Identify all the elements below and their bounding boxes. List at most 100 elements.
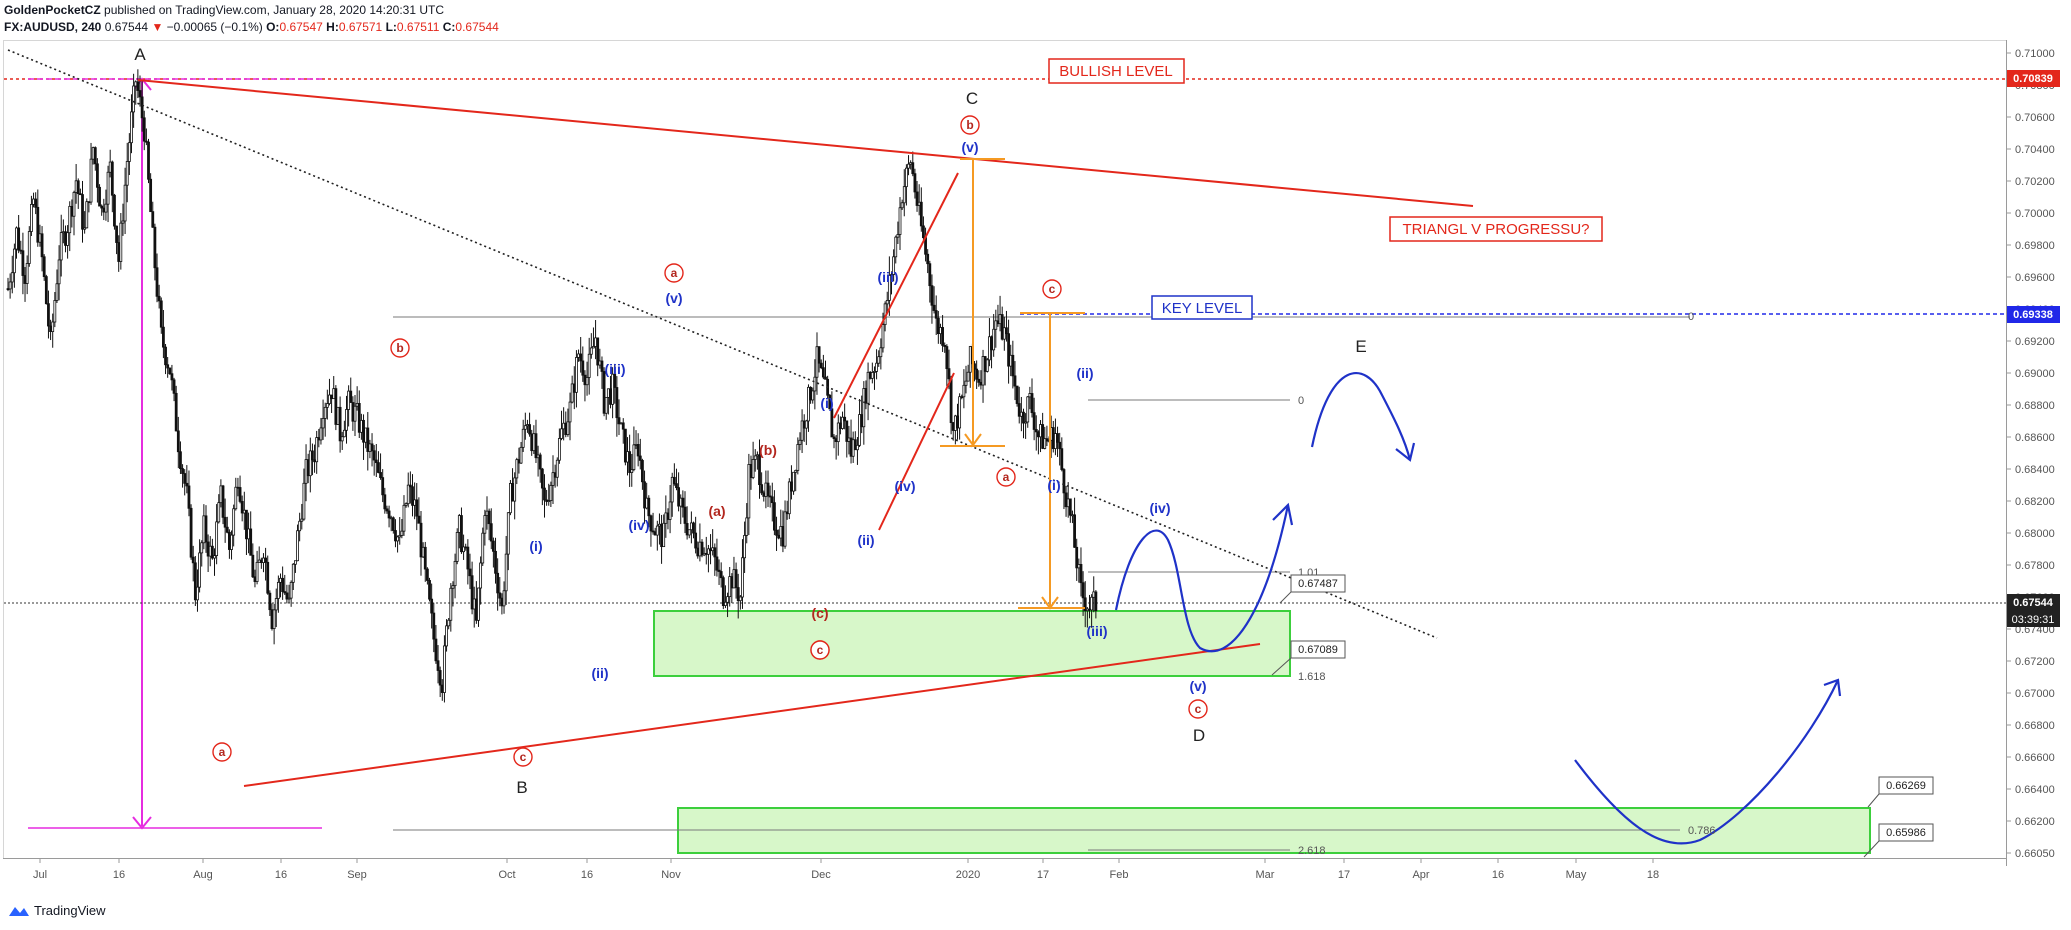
candle	[66, 225, 70, 259]
candle	[406, 472, 410, 508]
candle	[434, 624, 438, 664]
minor-wave-label: (ii)	[857, 532, 874, 548]
candle	[919, 187, 923, 232]
candle	[534, 419, 538, 463]
price-axis: 0.710000.708000.706000.704000.702000.700…	[2006, 48, 2055, 860]
projection-path-2[interactable]	[1310, 372, 1412, 461]
candle	[719, 562, 723, 588]
projection-path-3[interactable]	[1574, 679, 1839, 845]
tradingview-logo-icon	[9, 906, 29, 916]
fib-label: 2.618	[1298, 845, 1326, 857]
callout-066269[interactable]: 0.66269	[1867, 776, 1934, 808]
candle	[477, 587, 480, 627]
price-tick-label: 0.69800	[2015, 240, 2055, 252]
triangle-lower-line[interactable]	[243, 643, 1261, 787]
candle	[990, 335, 993, 369]
candle	[734, 562, 738, 599]
candle	[127, 133, 131, 176]
price-tick-label: 0.69600	[2015, 272, 2055, 284]
candle	[775, 516, 778, 551]
candle	[238, 475, 242, 504]
channel-line-upper[interactable]	[833, 172, 959, 419]
author-name[interactable]: GoldenPocketCZ	[4, 3, 101, 17]
candle	[1056, 426, 1059, 457]
candle	[447, 617, 451, 630]
candle	[460, 507, 463, 554]
footer-brand[interactable]: TradingView	[8, 903, 106, 918]
time-tick-label: 17	[1037, 869, 1049, 881]
candle	[466, 539, 470, 585]
candle	[694, 516, 698, 554]
bullish-level-text: BULLISH LEVEL	[1059, 63, 1172, 80]
callout-065986[interactable]: 0.65986	[1863, 823, 1934, 858]
fib-label: 0.786	[1688, 825, 1716, 837]
candle	[53, 292, 57, 328]
symbol-label[interactable]: FX:AUDUSD, 240	[4, 20, 102, 34]
time-tick-label: 2020	[956, 869, 980, 881]
time-tick-label: 16	[113, 869, 125, 881]
candle	[604, 396, 608, 420]
candle	[683, 491, 687, 534]
dotted-trendline[interactable]	[7, 49, 1438, 639]
price-tick-label: 0.66800	[2015, 720, 2055, 732]
time-axis: Jul 16 Aug 16 Sep Oct 16 Nov Dec 2020 17 Feb Mar 17 Ap…	[33, 858, 1659, 881]
candle	[19, 240, 23, 255]
projection-path-1[interactable]	[1114, 504, 1290, 653]
candle	[445, 619, 448, 652]
candle	[630, 453, 634, 487]
candle	[511, 468, 514, 502]
candle	[732, 556, 736, 589]
candle	[251, 543, 255, 579]
candle	[253, 569, 257, 588]
candle	[408, 471, 412, 504]
candle	[1026, 396, 1030, 428]
candle	[289, 580, 293, 607]
candle	[472, 586, 476, 628]
circled-label: a	[212, 742, 232, 762]
candle	[142, 110, 146, 151]
svg-text:b: b	[396, 341, 403, 355]
candle	[1017, 386, 1021, 424]
circled-label: c	[1042, 279, 1062, 299]
callout-067089[interactable]: 0.67089	[1271, 640, 1346, 676]
triangle-progress-box[interactable]: TRIANGL V PROGRESSU?	[1389, 216, 1603, 242]
candle	[383, 487, 387, 514]
candle	[306, 453, 310, 484]
candle	[606, 388, 610, 415]
candle	[225, 516, 229, 534]
candle	[860, 395, 864, 434]
key-level-box[interactable]: KEY LEVEL	[1151, 295, 1253, 320]
candle	[479, 556, 483, 605]
candle	[185, 465, 189, 494]
triangle-upper-line[interactable]	[137, 79, 1474, 207]
candle	[998, 295, 1002, 332]
circled-label: c	[513, 747, 533, 767]
circled-label: b	[960, 115, 980, 135]
candle	[900, 199, 904, 211]
candle	[96, 158, 99, 203]
candle	[362, 414, 365, 460]
bullish-level-box[interactable]: BULLISH LEVEL	[1048, 58, 1185, 84]
candle	[64, 225, 67, 253]
candle	[123, 167, 127, 235]
candle	[764, 470, 768, 509]
candle	[596, 337, 600, 377]
candle	[164, 343, 167, 375]
candle	[372, 445, 376, 476]
candle	[313, 444, 316, 473]
time-tick-label: 16	[1492, 869, 1504, 881]
candle	[1064, 485, 1068, 517]
candle	[106, 165, 110, 223]
candle	[404, 502, 408, 508]
candle	[232, 504, 236, 547]
candle	[121, 203, 125, 236]
candle	[611, 367, 615, 419]
candle	[934, 295, 938, 335]
callout-067487[interactable]: 0.67487	[1279, 574, 1346, 604]
candle	[259, 557, 263, 569]
minor-wave-label: (v)	[1189, 678, 1206, 694]
channel-line-lower[interactable]	[878, 372, 955, 531]
candle	[1092, 576, 1096, 613]
candle	[943, 342, 947, 353]
